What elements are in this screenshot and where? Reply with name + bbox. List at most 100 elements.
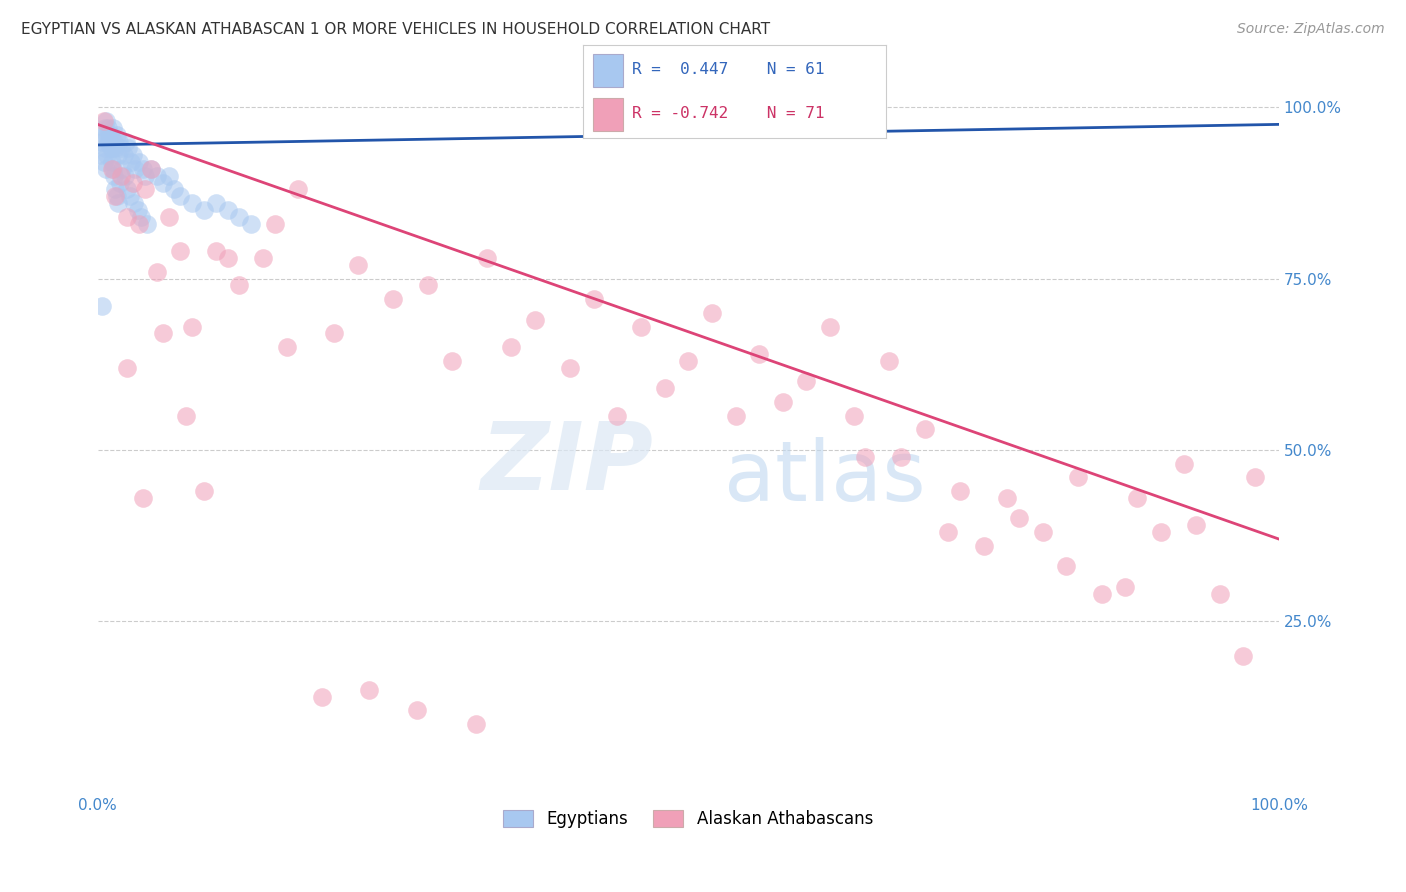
Point (181, 196, 204, 211)
Point (193, 484, 215, 499)
Point (131, 491, 153, 505)
Point (97, 120, 120, 135)
Point (114, 169, 136, 183)
Point (105, 189, 128, 203)
Point (101, 141, 124, 155)
Point (103, 169, 125, 183)
Point (796, 375, 818, 389)
Point (842, 409, 865, 423)
Point (1032, 525, 1054, 540)
Point (96, 148, 118, 162)
Text: R =  0.447    N = 61: R = 0.447 N = 61 (631, 62, 824, 78)
Point (1054, 559, 1077, 574)
Point (104, 141, 127, 155)
Point (107, 148, 129, 162)
Point (381, 292, 404, 306)
Point (263, 217, 285, 231)
Point (91, 135, 114, 149)
Point (973, 539, 995, 553)
Point (127, 202, 149, 217)
Point (110, 169, 132, 183)
Point (724, 409, 747, 423)
Point (936, 525, 959, 540)
Point (748, 347, 770, 361)
Point (93, 114, 115, 128)
Point (501, 340, 523, 354)
Point (204, 196, 226, 211)
Point (96, 128, 118, 142)
Point (228, 278, 250, 293)
Point (139, 161, 162, 176)
Point (1114, 580, 1136, 594)
Point (115, 182, 138, 196)
Point (477, 251, 499, 265)
Point (405, 703, 427, 717)
Point (93, 120, 115, 135)
Point (105, 128, 128, 142)
Point (606, 409, 628, 423)
Point (128, 217, 150, 231)
Point (90, 148, 112, 162)
Point (101, 155, 124, 169)
Point (100, 141, 122, 155)
Point (169, 244, 191, 259)
Point (103, 135, 125, 149)
Point (287, 182, 309, 196)
Legend: Egyptians, Alaskan Athabascans: Egyptians, Alaskan Athabascans (496, 803, 880, 835)
Point (1067, 470, 1090, 484)
Point (359, 682, 381, 697)
Point (1173, 457, 1195, 471)
Point (464, 717, 486, 731)
Text: ZIP: ZIP (479, 417, 652, 509)
Point (93, 155, 115, 169)
Point (107, 196, 129, 211)
Point (877, 354, 900, 368)
Point (228, 210, 250, 224)
Point (145, 169, 167, 183)
Point (441, 354, 464, 368)
Point (157, 210, 180, 224)
Point (157, 169, 180, 183)
Point (193, 202, 215, 217)
Point (346, 258, 368, 272)
Point (145, 265, 167, 279)
Point (122, 148, 145, 162)
Point (131, 210, 153, 224)
Point (1008, 511, 1031, 525)
Point (252, 251, 274, 265)
Point (217, 202, 239, 217)
Point (914, 422, 936, 436)
Point (112, 148, 135, 162)
Point (101, 161, 124, 176)
Point (276, 340, 298, 354)
Point (582, 292, 605, 306)
Point (678, 354, 700, 368)
Point (181, 319, 204, 334)
Point (204, 244, 226, 259)
Point (122, 176, 145, 190)
Point (91, 299, 114, 313)
Point (134, 169, 156, 183)
Point (1209, 587, 1232, 601)
Point (104, 182, 127, 196)
Point (772, 395, 794, 409)
Point (117, 141, 139, 155)
Point (118, 189, 141, 203)
Point (101, 161, 124, 176)
Point (322, 326, 344, 341)
Point (654, 381, 676, 395)
Point (101, 120, 124, 135)
Point (949, 484, 972, 499)
Point (139, 161, 162, 176)
Point (136, 217, 159, 231)
Point (855, 450, 877, 464)
Point (98, 135, 121, 149)
Point (111, 161, 134, 176)
Point (174, 409, 197, 423)
Point (97, 135, 120, 149)
Point (115, 135, 138, 149)
Text: Source: ZipAtlas.com: Source: ZipAtlas.com (1237, 22, 1385, 37)
Point (94, 161, 117, 176)
Text: atlas: atlas (724, 437, 925, 518)
Text: EGYPTIAN VS ALASKAN ATHABASCAN 1 OR MORE VEHICLES IN HOUSEHOLD CORRELATION CHART: EGYPTIAN VS ALASKAN ATHABASCAN 1 OR MORE… (21, 22, 770, 37)
